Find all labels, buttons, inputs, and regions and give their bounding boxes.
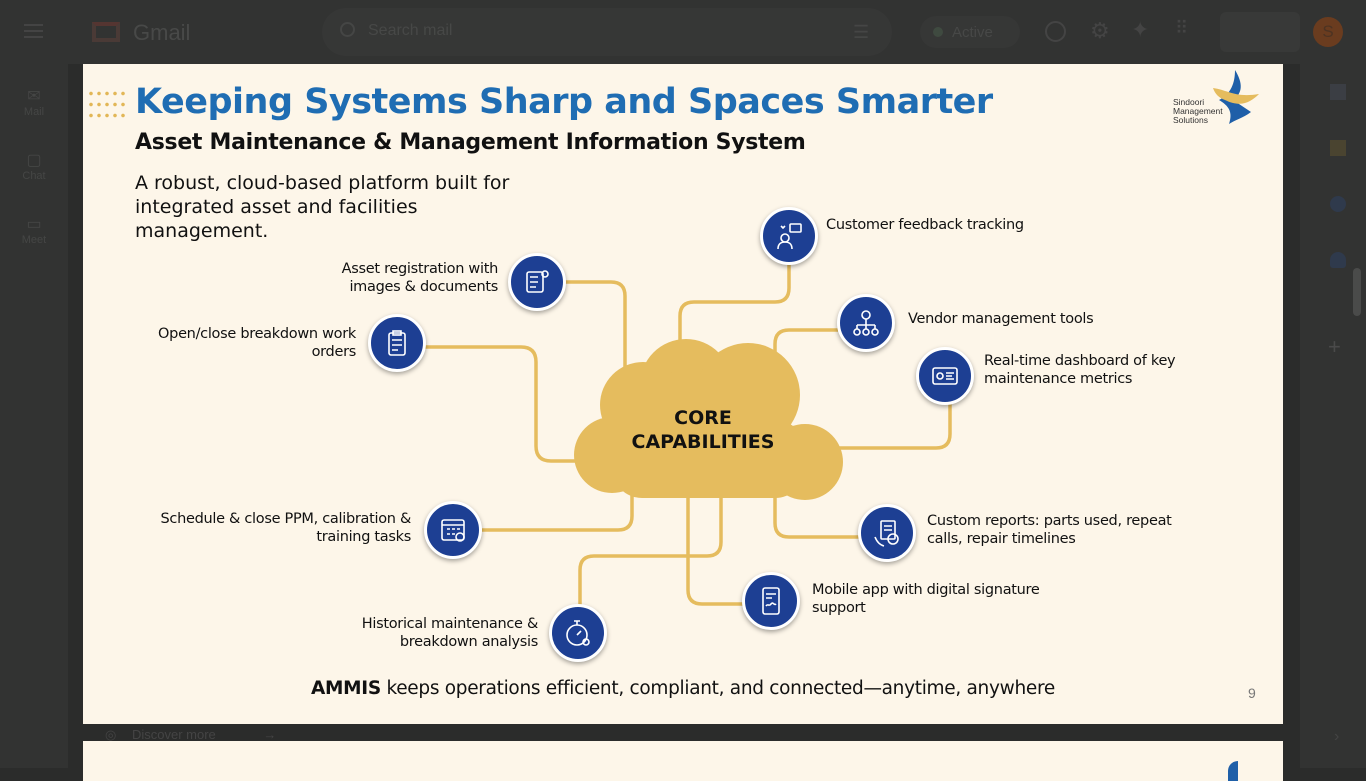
- rail-chat[interactable]: ▢ Chat: [22, 152, 46, 182]
- right-rail: + ›: [1300, 64, 1366, 768]
- connector-dashboard: [835, 404, 952, 450]
- scrollbar[interactable]: [1353, 268, 1361, 316]
- capability-asset-registration: Asset registration with images & documen…: [341, 261, 499, 295]
- slide-subtitle: Asset Maintenance & Management Informati…: [135, 130, 806, 155]
- connector-reports: [773, 490, 860, 539]
- org-logo: [1220, 12, 1300, 52]
- logo-mark-icon: [1228, 761, 1238, 781]
- avatar[interactable]: S: [1313, 17, 1343, 47]
- gmail-logo-icon: [92, 22, 120, 42]
- rail-meet[interactable]: ▭ Meet: [21, 216, 47, 246]
- logo-mark-icon: [1213, 70, 1259, 124]
- slide: Keeping Systems Sharp and Spaces Smarter…: [83, 64, 1283, 724]
- slide-footer: AMMIS keeps operations efficient, compli…: [311, 678, 1055, 699]
- keep-app-icon[interactable]: [1330, 140, 1346, 156]
- connector-mobile: [686, 490, 745, 606]
- mobile-signature-icon: [742, 572, 800, 630]
- dashboard-icon: [916, 347, 974, 405]
- capability-dashboard: Real-time dashboard of key maintenance m…: [984, 353, 1176, 387]
- connector-asset: [565, 280, 627, 380]
- capability-feedback: Customer feedback tracking: [826, 217, 1024, 233]
- gmail-header: Gmail Search mail ☰ Active ⚙ ✦ ⠿ S: [0, 0, 1366, 64]
- feedback-icon: [760, 207, 818, 265]
- next-slide: [83, 741, 1283, 781]
- discover-more[interactable]: ◎ Discover more →: [105, 727, 277, 742]
- checklist-gear-icon: [508, 253, 566, 311]
- calendar-icon: [424, 501, 482, 559]
- app-name: Gmail: [133, 20, 191, 45]
- rail-mail[interactable]: ✉ Mail: [23, 88, 45, 118]
- left-rail: ✉ Mail ▢ Chat ▭ Meet: [0, 64, 68, 768]
- connector-historical: [578, 490, 723, 606]
- search-input[interactable]: Search mail: [368, 22, 453, 39]
- connector-vendor: [773, 328, 838, 380]
- stopwatch-icon: [549, 604, 607, 662]
- tasks-app-icon[interactable]: [1330, 196, 1346, 212]
- help-icon[interactable]: [1045, 21, 1066, 42]
- page-number: 9: [1248, 685, 1256, 701]
- search-icon: [340, 22, 355, 37]
- core-capabilities-label: CORE CAPABILITIES: [631, 407, 775, 453]
- capability-work-orders: Open/close breakdown work orders: [158, 326, 356, 360]
- capability-schedule: Schedule & close PPM, calibration & trai…: [160, 511, 412, 545]
- connector-schedule: [482, 490, 634, 532]
- apps-icon[interactable]: ⠿: [1175, 18, 1188, 38]
- cloud-shape: [574, 339, 843, 500]
- dot-pattern: [87, 88, 129, 120]
- connector-feedback: [678, 265, 791, 350]
- connector-workorders: [425, 345, 585, 463]
- slide-title: Keeping Systems Sharp and Spaces Smarter: [135, 82, 993, 122]
- settings-icon[interactable]: ⚙: [1090, 18, 1110, 43]
- capability-reports: Custom reports: parts used, repeat calls…: [927, 513, 1172, 547]
- logo-text: Sindoori Management Solutions: [1173, 97, 1223, 125]
- report-phone-icon: [858, 504, 916, 562]
- clipboard-icon: [368, 314, 426, 372]
- menu-icon[interactable]: [24, 24, 43, 38]
- capability-historical: Historical maintenance & breakdown analy…: [361, 616, 539, 650]
- status-button[interactable]: Active: [920, 16, 1020, 48]
- status-dot-icon: [933, 27, 943, 37]
- filter-icon[interactable]: ☰: [853, 22, 870, 42]
- expand-icon[interactable]: ›: [1334, 728, 1340, 745]
- gemini-icon[interactable]: ✦: [1131, 17, 1150, 42]
- capability-vendor: Vendor management tools: [908, 311, 1094, 327]
- connector-lines: [425, 265, 952, 606]
- calendar-app-icon[interactable]: [1330, 84, 1346, 100]
- search-bar[interactable]: Search mail ☰: [322, 8, 892, 56]
- vendor-network-icon: [837, 294, 895, 352]
- status-label: Active: [952, 24, 993, 41]
- slide-description: A robust, cloud-based platform built for…: [135, 172, 510, 242]
- contacts-app-icon[interactable]: [1330, 252, 1346, 268]
- capability-mobile: Mobile app with digital signature suppor…: [812, 582, 1040, 616]
- add-app-icon[interactable]: +: [1328, 334, 1341, 359]
- company-logo: Sindoori Management Solutions: [1173, 68, 1273, 128]
